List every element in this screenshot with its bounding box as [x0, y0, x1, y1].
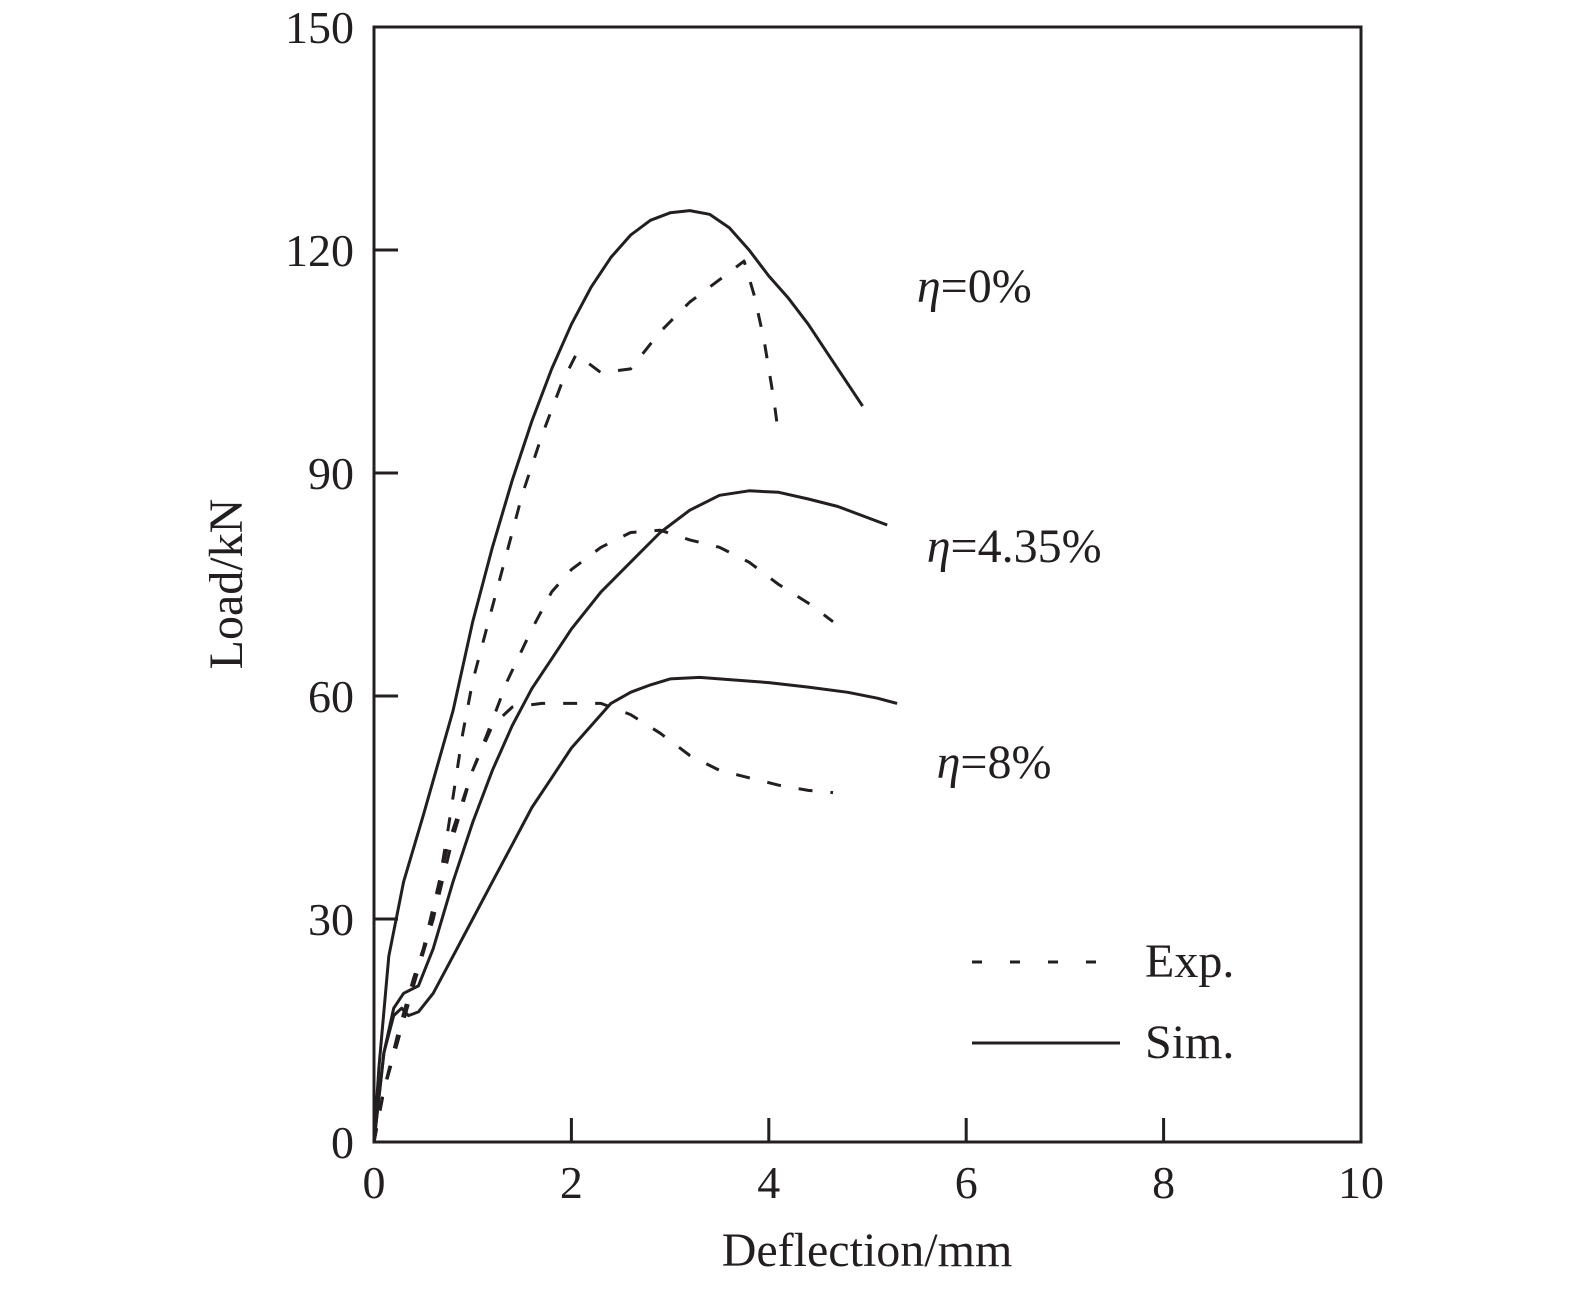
series-annotation: η=0% [917, 260, 1032, 313]
series-line-exp-8 [372, 701, 834, 1143]
x-axis-ticks: 0 2 4 6 8 10 [363, 1118, 1384, 1208]
y-axis-ticks: 0 30 60 90 120 150 [285, 2, 398, 1168]
y-tick-label: 0 [331, 1117, 354, 1168]
legend: Exp. Sim. [972, 935, 1234, 1069]
series-line-sim-0 [372, 209, 864, 1143]
series-line-sim-4-35 [372, 489, 888, 1143]
y-tick-label: 60 [308, 671, 354, 722]
x-axis-label: Deflection/mm [722, 1224, 1013, 1277]
series-annotations: η=0% η=4.35% η=8% [917, 260, 1102, 789]
series-lines [372, 209, 898, 1143]
series-annotation: η=8% [937, 736, 1052, 789]
series-line-exp-0 [372, 259, 781, 1143]
series-line-sim-8 [372, 675, 898, 1143]
x-tick-label: 8 [1152, 1157, 1175, 1208]
y-tick-label: 120 [285, 225, 354, 276]
x-tick-label: 0 [363, 1157, 386, 1208]
series-line-exp-4-35 [372, 528, 834, 1143]
x-tick-label: 6 [955, 1157, 978, 1208]
legend-label-sim: Sim. [1145, 1016, 1234, 1069]
y-tick-label: 30 [308, 894, 354, 945]
y-tick-label: 150 [285, 2, 354, 53]
x-tick-label: 4 [757, 1157, 780, 1208]
y-axis-label: Load/kN [200, 499, 253, 670]
x-tick-label: 10 [1338, 1157, 1384, 1208]
x-tick-label: 2 [560, 1157, 583, 1208]
plot-frame [372, 25, 1363, 1144]
y-tick-label: 90 [308, 448, 354, 499]
series-annotation: η=4.35% [927, 520, 1102, 573]
legend-label-exp: Exp. [1145, 935, 1234, 988]
